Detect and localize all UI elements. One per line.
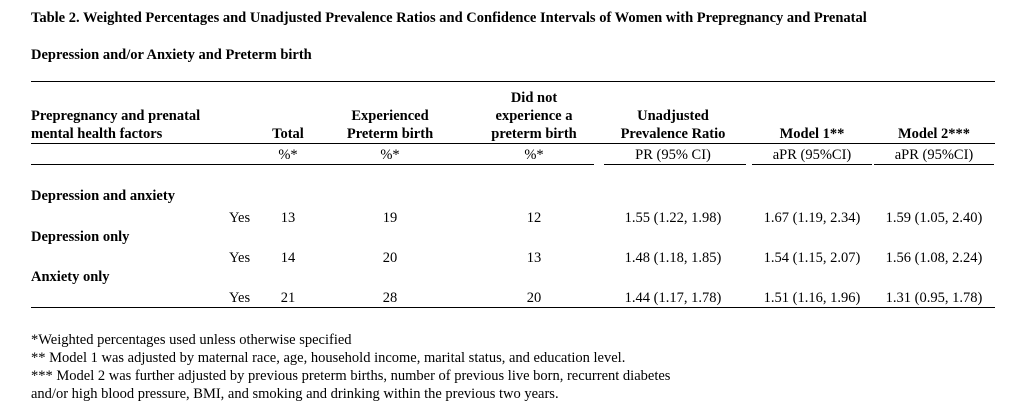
footnote-model-1: ** Model 1 was adjusted by maternal race… bbox=[31, 350, 626, 366]
row-total: 13 bbox=[280, 210, 296, 226]
header-rule bbox=[31, 143, 995, 144]
header-factor-line-1: Prepregnancy and prenatal bbox=[31, 108, 201, 124]
subheader-experienced: %* bbox=[380, 147, 400, 163]
footnote-model-2-continued: and/or high blood pressure, BMI, and smo… bbox=[31, 386, 559, 402]
row-level: Yes bbox=[229, 250, 251, 266]
row-group-label: Anxiety only bbox=[31, 269, 110, 285]
row-model-2: 1.59 (1.05, 2.40) bbox=[885, 210, 983, 226]
row-not-experienced: 13 bbox=[526, 250, 542, 266]
row-model-2: 1.31 (0.95, 1.78) bbox=[885, 290, 983, 306]
subheader-unadjusted: PR (95% CI) bbox=[635, 147, 711, 163]
table-title-line-2: Depression and/or Anxiety and Preterm bi… bbox=[31, 47, 312, 63]
subheader-underline-c bbox=[464, 164, 594, 165]
bottom-rule bbox=[31, 307, 995, 308]
subheader-underline-a bbox=[31, 164, 321, 165]
row-not-experienced: 12 bbox=[526, 210, 542, 226]
row-model-1: 1.67 (1.19, 2.34) bbox=[763, 210, 861, 226]
row-level: Yes bbox=[229, 290, 251, 306]
subheader-total: %* bbox=[278, 147, 298, 163]
footnote-model-2: *** Model 2 was further adjusted by prev… bbox=[31, 368, 671, 384]
header-not-experienced-line-1: Did not bbox=[510, 90, 558, 106]
row-unadjusted: 1.55 (1.22, 1.98) bbox=[624, 210, 722, 226]
header-not-experienced-line-3: preterm birth bbox=[491, 126, 577, 142]
row-model-1: 1.54 (1.15, 2.07) bbox=[763, 250, 861, 266]
footnote-weighted: *Weighted percentages used unless otherw… bbox=[31, 332, 352, 348]
row-experienced: 20 bbox=[382, 250, 398, 266]
row-group-label: Depression and anxiety bbox=[31, 188, 175, 204]
row-group-label: Depression only bbox=[31, 229, 130, 245]
row-experienced: 28 bbox=[382, 290, 398, 306]
header-factor-line-2: mental health factors bbox=[31, 126, 163, 142]
header-model-1: Model 1** bbox=[779, 126, 845, 142]
header-unadjusted-line-1: Unadjusted bbox=[637, 108, 709, 124]
row-not-experienced: 20 bbox=[526, 290, 542, 306]
row-model-1: 1.51 (1.16, 1.96) bbox=[763, 290, 861, 306]
subheader-underline-b bbox=[320, 164, 465, 165]
header-experienced-line-2: Preterm birth bbox=[346, 126, 434, 142]
header-unadjusted-line-2: Prevalence Ratio bbox=[620, 126, 726, 142]
subheader-model-2: aPR (95%CI) bbox=[894, 147, 974, 163]
row-total: 21 bbox=[280, 290, 296, 306]
header-model-2: Model 2*** bbox=[897, 126, 971, 142]
subheader-underline-e bbox=[752, 164, 872, 165]
top-rule bbox=[31, 81, 995, 82]
header-not-experienced-line-2: experience a bbox=[495, 108, 573, 124]
subheader-underline-d bbox=[604, 164, 746, 165]
row-total: 14 bbox=[280, 250, 296, 266]
row-level: Yes bbox=[229, 210, 251, 226]
row-unadjusted: 1.48 (1.18, 1.85) bbox=[624, 250, 722, 266]
header-experienced-line-1: Experienced bbox=[351, 108, 429, 124]
subheader-model-1: aPR (95%CI) bbox=[772, 147, 852, 163]
subheader-not-experienced: %* bbox=[524, 147, 544, 163]
subheader-underline-f bbox=[874, 164, 994, 165]
header-total: Total bbox=[272, 126, 304, 142]
table-title-line-1: Table 2. Weighted Percentages and Unadju… bbox=[31, 10, 867, 26]
row-unadjusted: 1.44 (1.17, 1.78) bbox=[624, 290, 722, 306]
row-model-2: 1.56 (1.08, 2.24) bbox=[885, 250, 983, 266]
row-experienced: 19 bbox=[382, 210, 398, 226]
